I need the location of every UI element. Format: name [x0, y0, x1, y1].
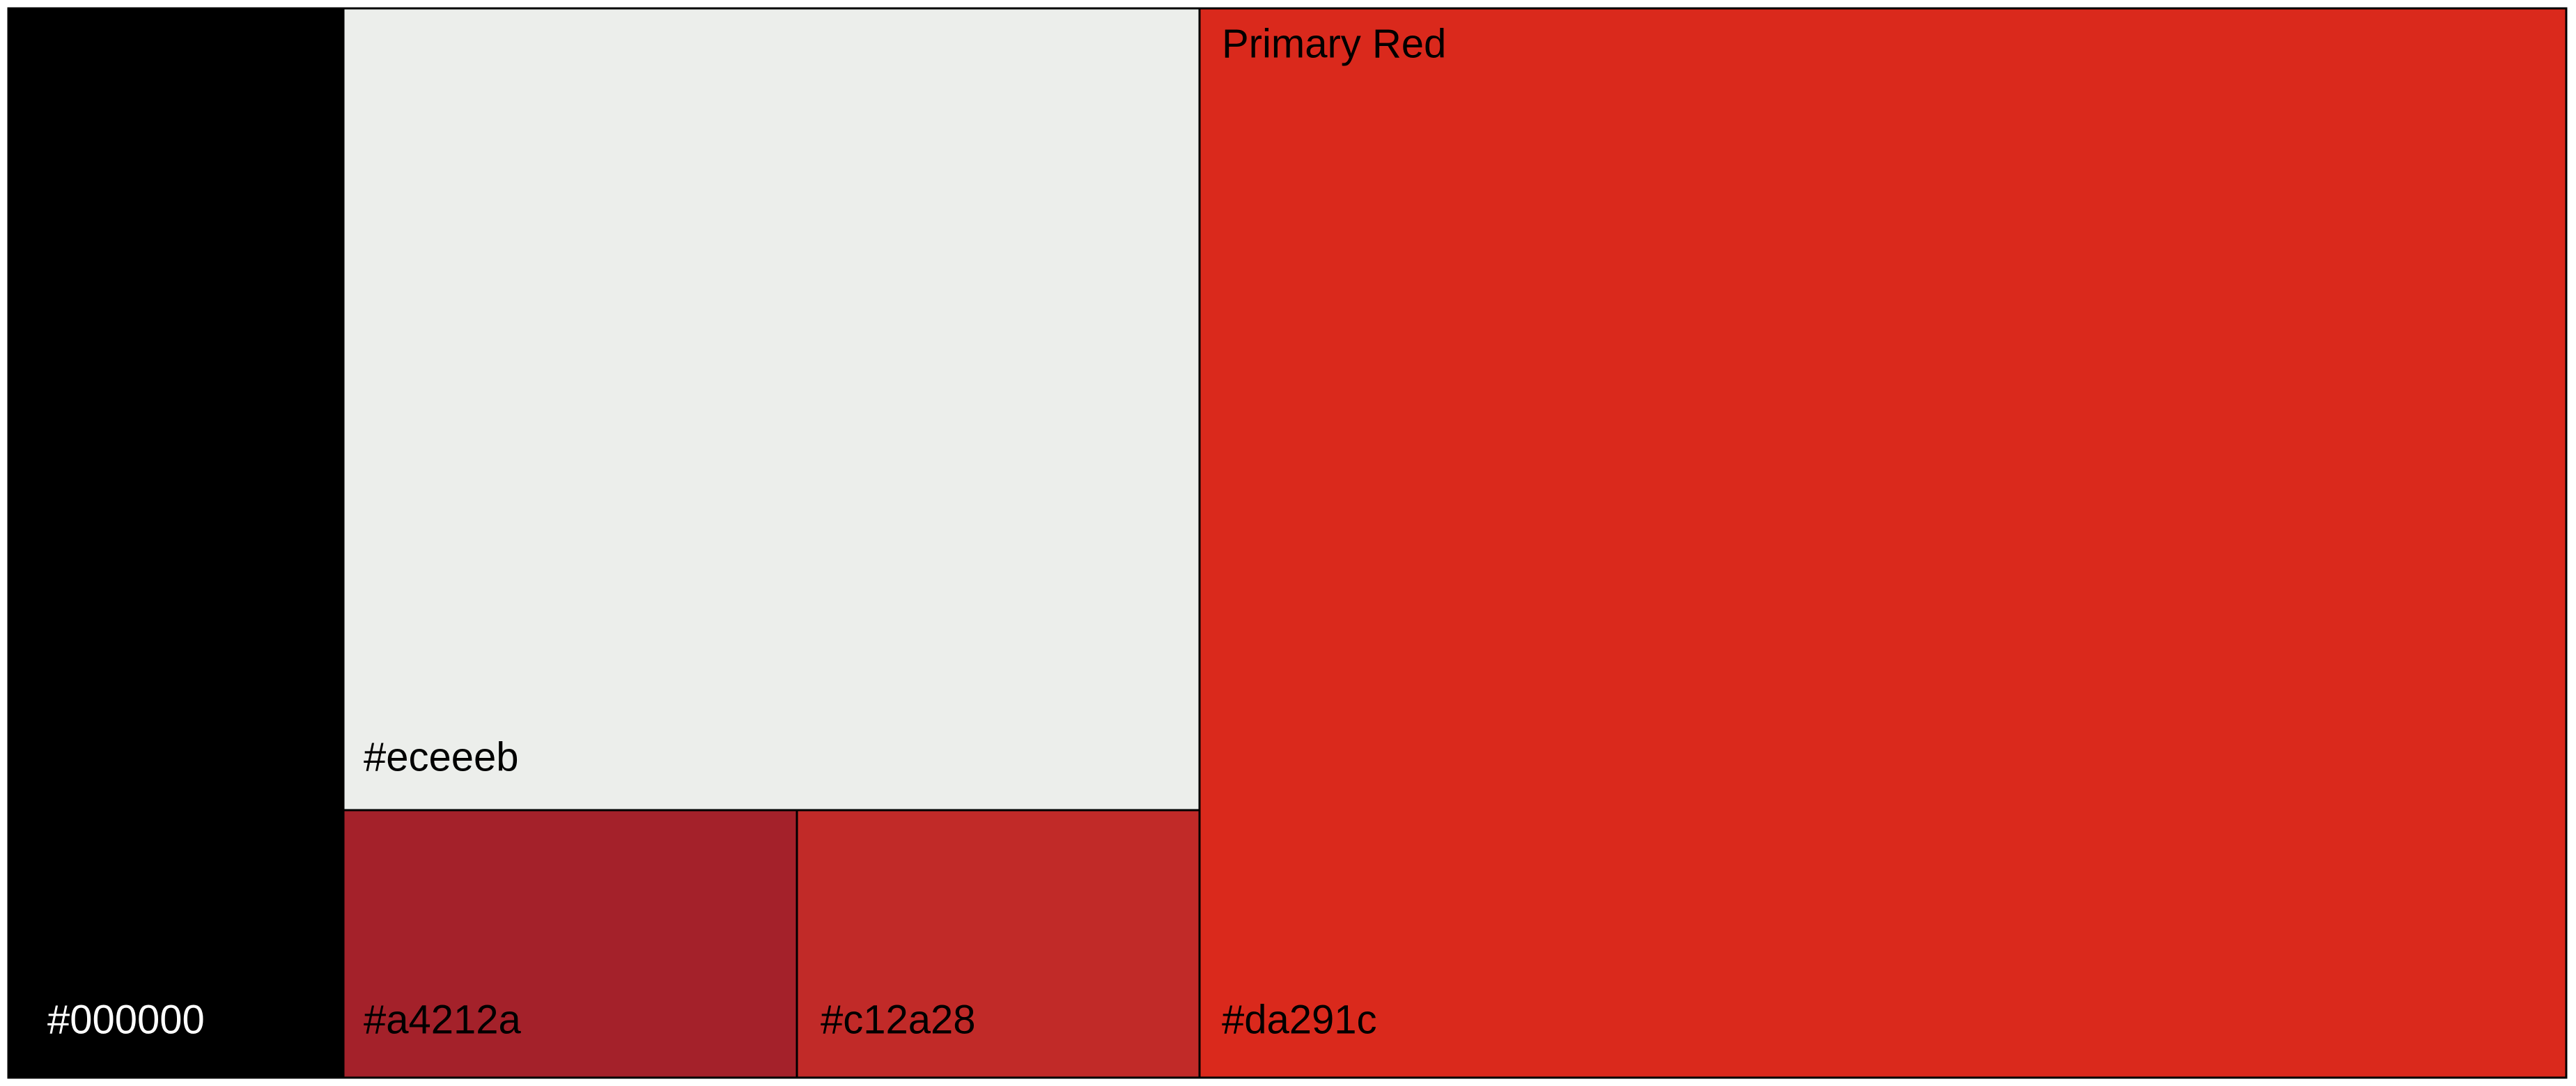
swatch [796, 809, 1201, 1079]
swatch [342, 809, 798, 1079]
swatch [1198, 7, 2568, 1079]
swatch-label: #a4212a [364, 997, 522, 1042]
palette-title: Primary Red [1222, 21, 1446, 66]
swatch-label: #eceeeb [364, 734, 519, 779]
swatch-label: #000000 [47, 997, 205, 1042]
swatch-label: #da291c [1222, 997, 1377, 1042]
swatch [7, 7, 345, 1079]
swatch-label: #c12a28 [821, 997, 976, 1042]
swatch [342, 7, 1201, 812]
